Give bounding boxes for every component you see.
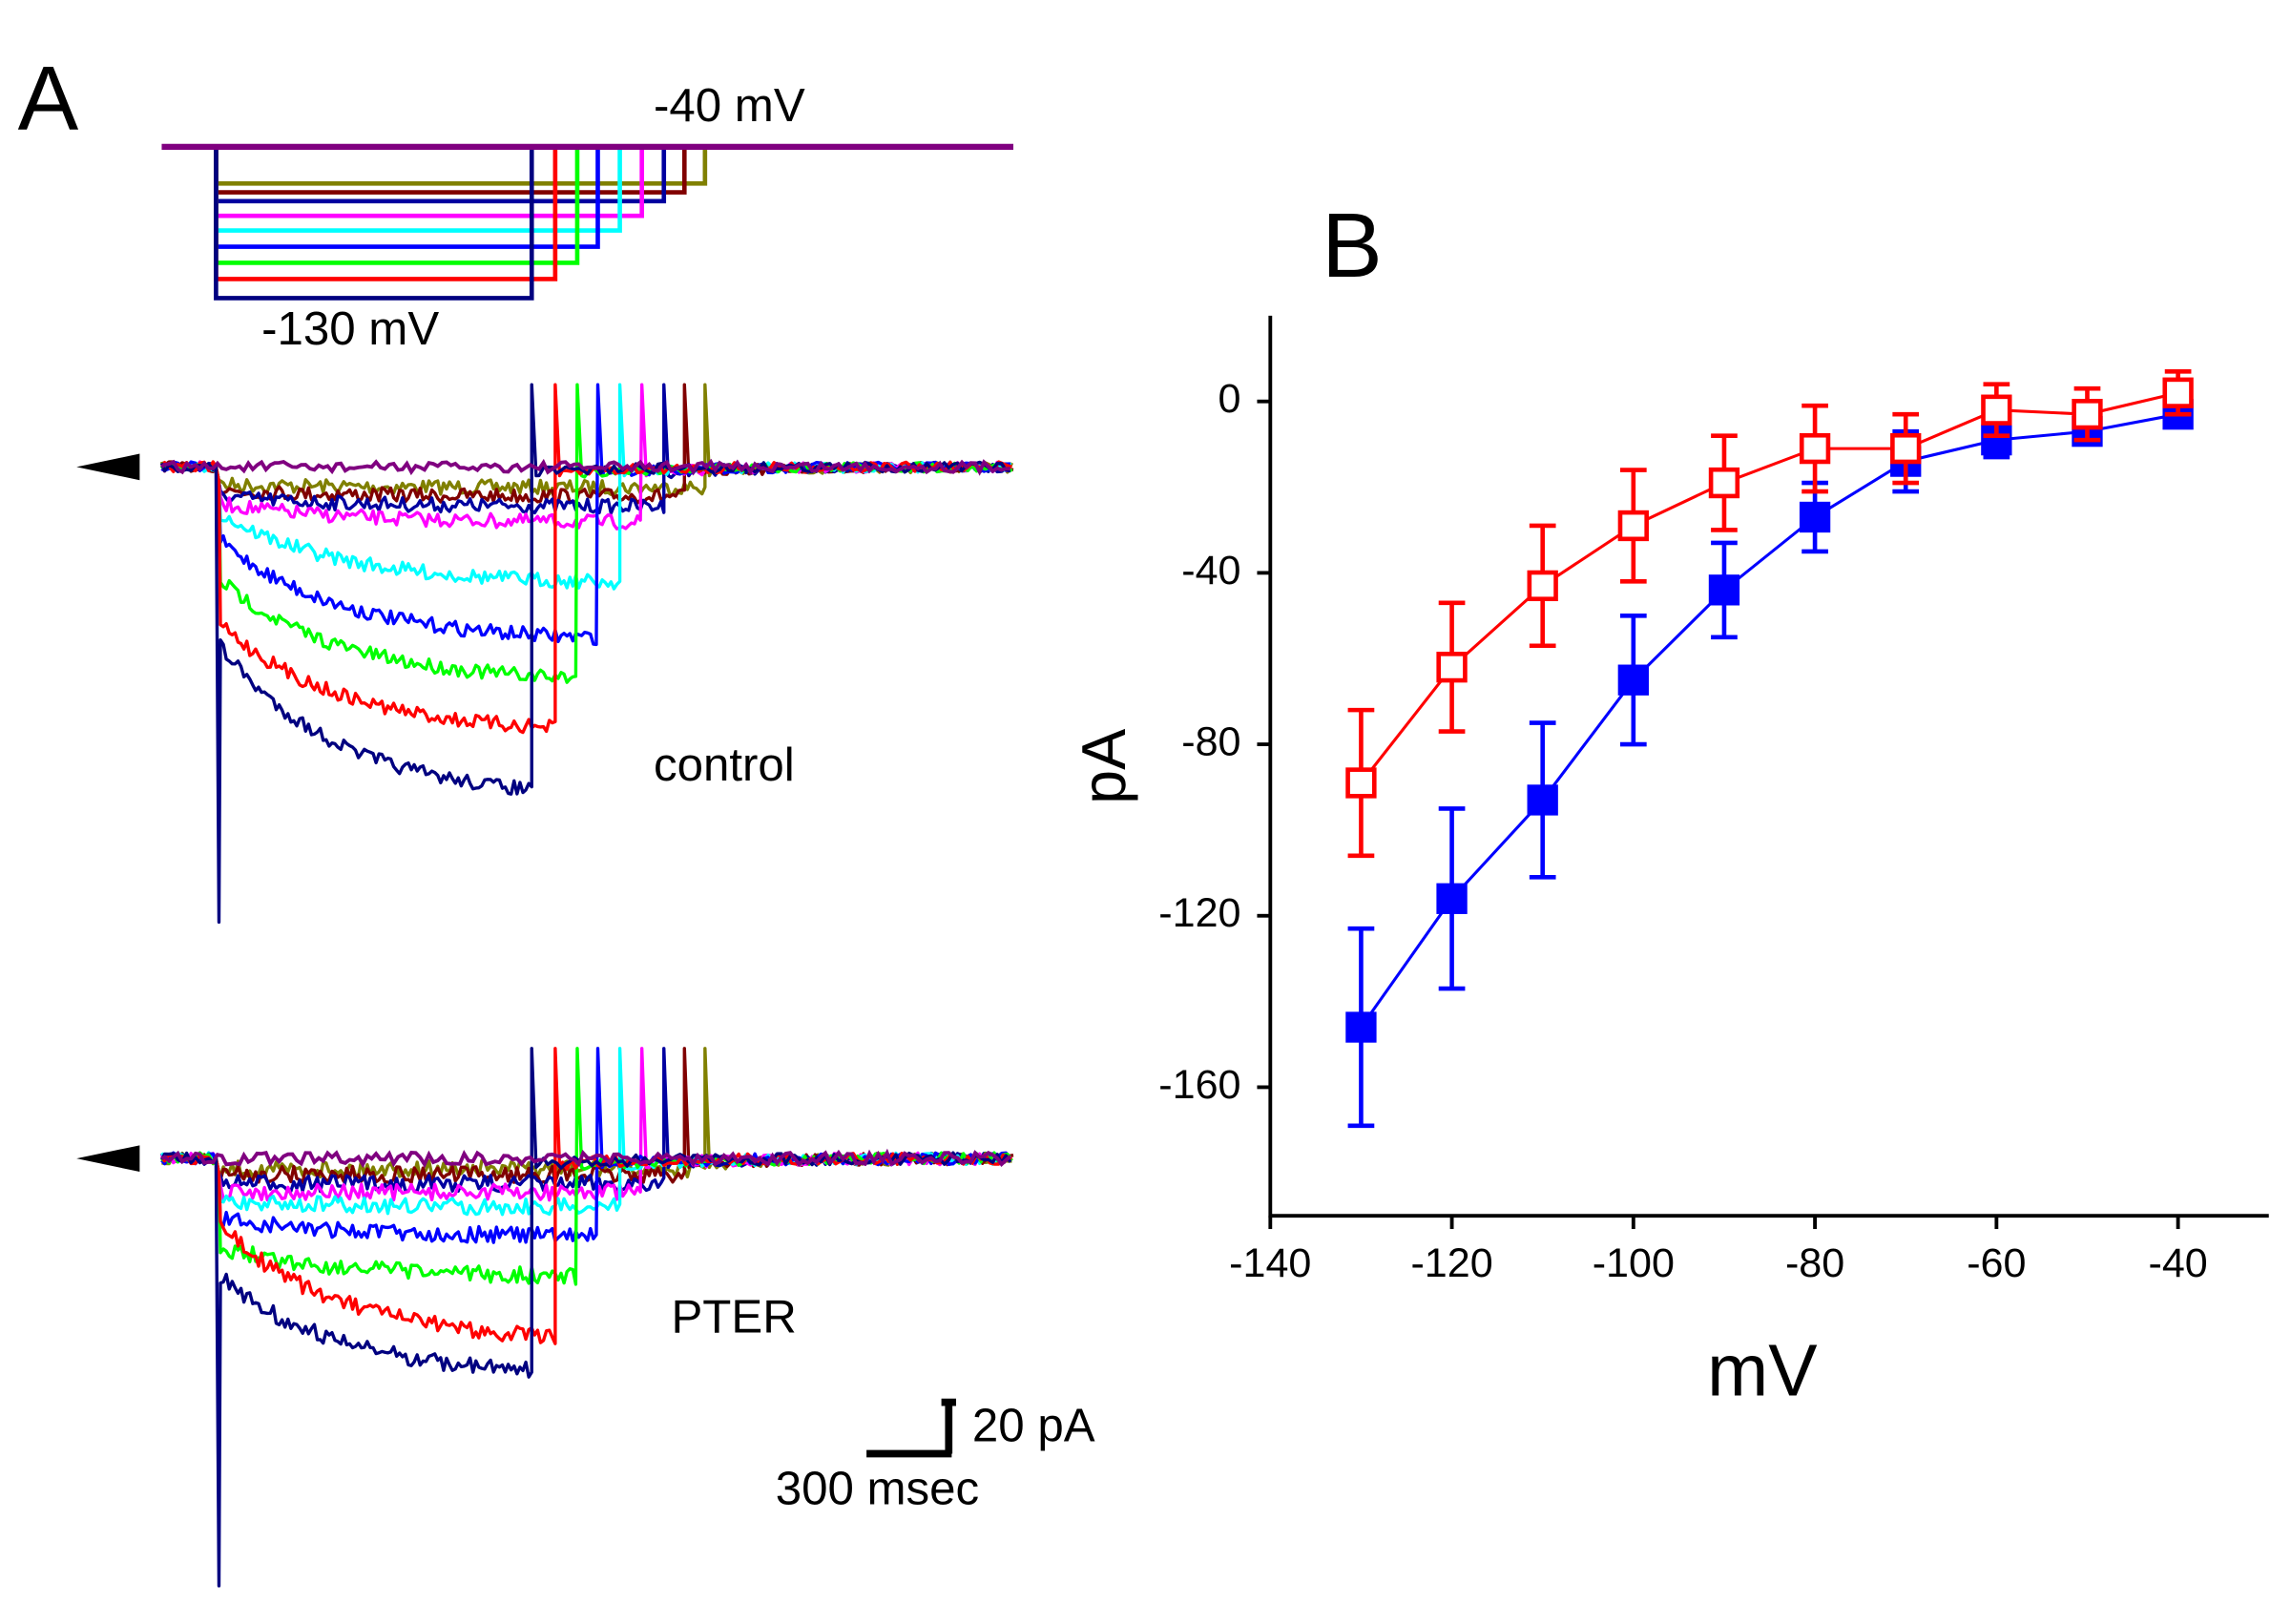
panel-label: A (18, 49, 79, 150)
scale-label: 300 msec (776, 1463, 979, 1515)
x-axis-title: mV (1707, 1329, 1817, 1411)
marker (1527, 570, 1558, 602)
x-tick-label: -140 (1229, 1240, 1311, 1286)
panel-a: A -40 mV -130 mV control PTER 20 pA 300 … (18, 49, 1095, 1588)
y-axis-title: pA (1069, 729, 1138, 804)
y-tick-label: -160 (1158, 1062, 1240, 1108)
panel-label: B (1322, 196, 1383, 297)
baseline-arrow (76, 453, 140, 481)
marker (2162, 377, 2194, 408)
marker (1436, 883, 1468, 914)
x-tick-label: -100 (1593, 1240, 1675, 1286)
protocol-label: -130 mV (261, 302, 439, 355)
scale-bar (866, 1398, 956, 1458)
y-tick-label: -120 (1158, 890, 1240, 936)
series-line (1360, 391, 2178, 784)
x-tick-label: -120 (1410, 1240, 1492, 1286)
baseline-arrow (76, 1145, 140, 1173)
trace-label: PTER (671, 1290, 796, 1343)
current-trace (159, 1047, 1012, 1588)
marker (1708, 467, 1740, 499)
marker (1890, 432, 1922, 465)
marker (1527, 784, 1558, 816)
marker (1436, 652, 1468, 683)
protocol-label: -40 mV (654, 79, 805, 132)
marker (1617, 510, 1649, 542)
trace-label: control (654, 739, 795, 791)
scale-label: 20 pA (972, 1399, 1095, 1451)
marker (1617, 664, 1649, 696)
marker (1345, 767, 1377, 799)
current-trace (160, 1148, 1012, 1169)
x-tick-label: -60 (1967, 1240, 2026, 1286)
x-tick-label: -40 (2148, 1240, 2207, 1286)
y-tick-label: -80 (1181, 718, 1240, 764)
marker (1708, 574, 1740, 606)
series-line (1360, 412, 2178, 1029)
protocol-step (214, 146, 534, 301)
panel-b: B mV pA -160 -120 -80 -40 0 -140 -120 -100 -80 -6… (1069, 196, 2269, 1411)
marker (1799, 501, 1831, 533)
y-tick-label: 0 (1218, 376, 1241, 422)
y-tick-label: -40 (1181, 548, 1240, 593)
marker (2072, 399, 2103, 430)
marker (1981, 394, 2012, 426)
marker (1345, 1011, 1377, 1043)
x-tick-label: -80 (1785, 1240, 1844, 1286)
marker (1799, 432, 1831, 465)
current-trace (160, 383, 1012, 735)
current-trace (160, 458, 1010, 476)
